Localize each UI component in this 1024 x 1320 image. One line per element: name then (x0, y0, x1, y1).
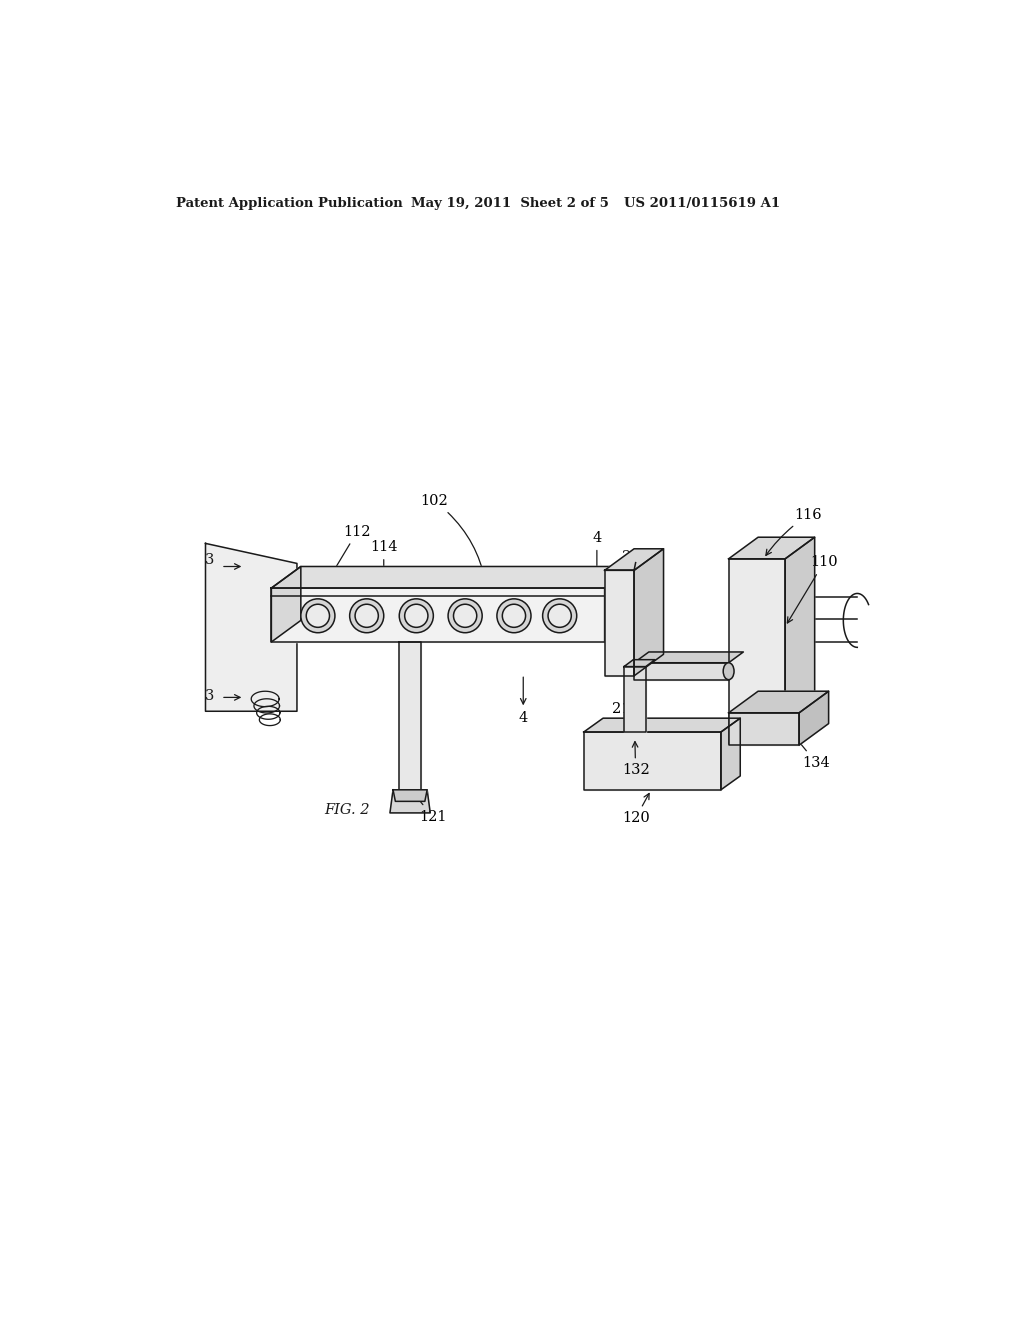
Circle shape (449, 599, 482, 632)
Circle shape (301, 599, 335, 632)
Polygon shape (604, 570, 634, 676)
Polygon shape (393, 789, 427, 801)
Circle shape (404, 605, 428, 627)
Polygon shape (624, 667, 646, 733)
Text: FIG. 2: FIG. 2 (324, 803, 370, 817)
Polygon shape (390, 789, 430, 813)
Circle shape (454, 605, 477, 627)
Polygon shape (721, 718, 740, 789)
Text: 112: 112 (326, 525, 371, 585)
Text: US 2011/0115619 A1: US 2011/0115619 A1 (624, 197, 780, 210)
Text: 121: 121 (414, 793, 446, 824)
Polygon shape (785, 537, 815, 743)
Circle shape (543, 599, 577, 632)
Text: 102: 102 (420, 494, 487, 582)
Polygon shape (399, 642, 421, 789)
Circle shape (503, 605, 525, 627)
Text: 3: 3 (205, 689, 214, 702)
Text: 3: 3 (205, 553, 214, 568)
Text: 132: 132 (622, 742, 649, 777)
Polygon shape (206, 544, 297, 711)
Polygon shape (729, 558, 785, 743)
Text: 4: 4 (592, 531, 601, 591)
Text: 134: 134 (796, 738, 830, 770)
Circle shape (497, 599, 531, 632)
Text: 116: 116 (766, 508, 822, 556)
Polygon shape (634, 663, 729, 680)
Polygon shape (604, 566, 634, 642)
Polygon shape (634, 549, 664, 676)
Text: 120: 120 (622, 793, 649, 825)
Circle shape (548, 605, 571, 627)
Polygon shape (624, 660, 655, 667)
Polygon shape (584, 718, 740, 733)
Circle shape (306, 605, 330, 627)
Polygon shape (729, 537, 815, 558)
Polygon shape (604, 549, 664, 570)
Polygon shape (271, 566, 301, 642)
Circle shape (349, 599, 384, 632)
Polygon shape (634, 652, 743, 663)
Polygon shape (271, 566, 634, 589)
Ellipse shape (723, 663, 734, 680)
Text: 201: 201 (623, 550, 650, 564)
Text: 110: 110 (787, 556, 838, 623)
Circle shape (355, 605, 378, 627)
Text: 114: 114 (370, 540, 397, 587)
Polygon shape (729, 713, 799, 744)
Polygon shape (271, 589, 604, 642)
Polygon shape (584, 733, 721, 789)
Polygon shape (729, 692, 828, 713)
Text: 216: 216 (612, 681, 640, 715)
Text: 4: 4 (518, 677, 528, 725)
Text: May 19, 2011  Sheet 2 of 5: May 19, 2011 Sheet 2 of 5 (411, 197, 608, 210)
Polygon shape (799, 692, 828, 744)
Circle shape (399, 599, 433, 632)
Text: Patent Application Publication: Patent Application Publication (176, 197, 402, 210)
